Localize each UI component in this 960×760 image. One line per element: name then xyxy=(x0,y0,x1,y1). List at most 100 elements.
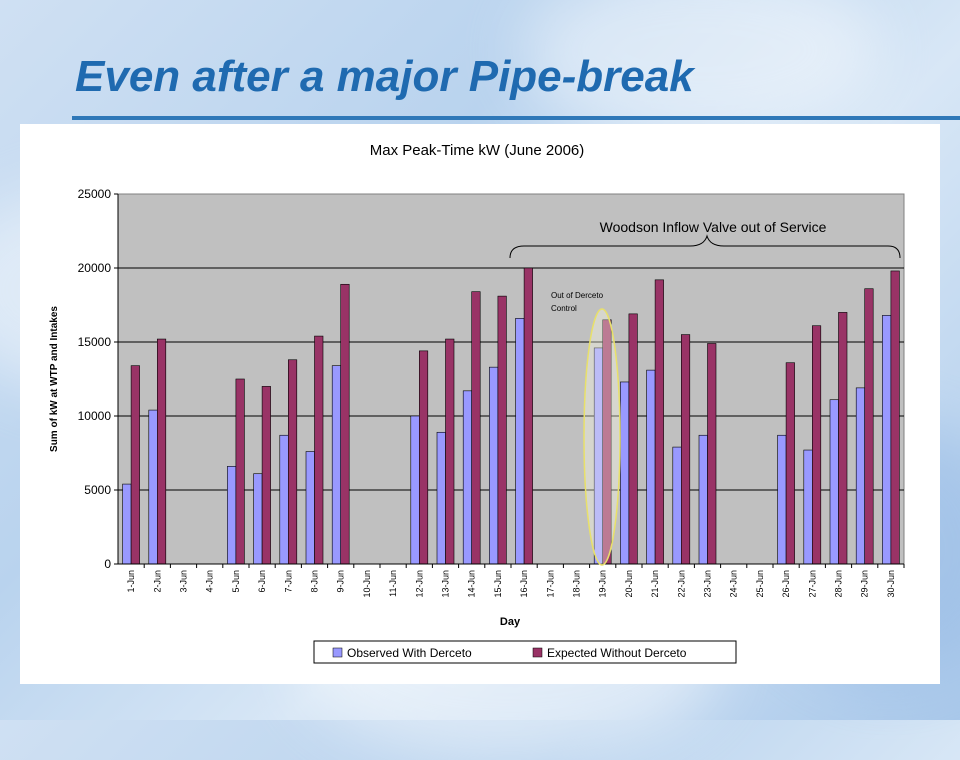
bar-observed xyxy=(489,366,499,565)
bar-observed xyxy=(279,434,289,565)
bar-observed xyxy=(855,387,866,565)
bar-observed xyxy=(122,483,132,565)
x-axis-ticks: 1-Jun 2-Jun 3-Jun 4-Jun 5-Jun 6-Jun 7-Jun 8-Jun… xyxy=(126,564,905,598)
bar-expected xyxy=(497,295,507,565)
x-tick-label: 28-Jun xyxy=(834,570,844,598)
gridlines xyxy=(118,267,904,491)
title-rule xyxy=(72,116,960,120)
y-tick-label: 5000 xyxy=(84,483,111,497)
x-tick-label: 2-Jun xyxy=(152,570,162,593)
x-tick-label: 19-Jun xyxy=(598,570,608,598)
bar-observed xyxy=(331,365,342,565)
legend-label-observed: Observed With Derceto xyxy=(347,646,472,660)
bar-expected xyxy=(157,338,167,565)
bar-observed xyxy=(305,451,315,565)
x-tick-label: 21-Jun xyxy=(650,570,660,598)
legend-label-expected: Expected Without Derceto xyxy=(547,646,687,660)
x-tick-label: 20-Jun xyxy=(624,570,634,598)
bar-expected xyxy=(287,359,298,565)
bar-expected xyxy=(471,291,481,565)
x-tick-label: 6-Jun xyxy=(257,570,267,593)
slide-title: Even after a major Pipe-break xyxy=(75,52,694,101)
bar-expected xyxy=(707,343,717,565)
bar-expected xyxy=(890,270,900,565)
plot-area xyxy=(117,193,905,565)
bar-expected xyxy=(130,365,140,565)
bar-observed xyxy=(253,473,263,565)
bar-observed xyxy=(829,399,839,565)
annotation-line: Control xyxy=(551,304,577,313)
legend-swatch-expected xyxy=(532,647,543,658)
x-tick-label: 13-Jun xyxy=(441,570,451,598)
out-of-control-highlight xyxy=(583,308,621,566)
bar-observed xyxy=(646,369,656,565)
chart: 0 5000 10000 15000 20000 25000 1-Jun 2-Jun 3-Ju… xyxy=(49,142,905,664)
bar-observed xyxy=(882,315,892,565)
x-tick-label: 11-Jun xyxy=(388,570,398,597)
x-tick-label: 9-Jun xyxy=(336,570,346,593)
y-tick-label: 15000 xyxy=(78,335,112,349)
x-tick-label: 3-Jun xyxy=(179,570,189,593)
y-axis-label: Sum of kW at WTP and Intakes xyxy=(49,306,60,452)
x-tick-label: 22-Jun xyxy=(676,570,686,598)
x-tick-label: 26-Jun xyxy=(781,570,791,598)
x-tick-label: 7-Jun xyxy=(283,570,293,593)
legend-swatch-observed xyxy=(332,647,343,658)
x-tick-label: 29-Jun xyxy=(860,570,870,598)
bar-observed xyxy=(410,415,420,565)
bar-expected xyxy=(838,312,848,565)
bar-expected xyxy=(785,362,795,565)
bar-expected xyxy=(628,313,638,565)
bar-observed xyxy=(698,434,708,565)
x-axis-label: Day xyxy=(500,616,521,628)
legend: Observed With Derceto Expected Without D… xyxy=(313,640,737,664)
legend-box xyxy=(313,640,737,664)
annotation-out-of-control: Out of Derceto Control xyxy=(551,291,604,313)
annotation-line: Out of Derceto xyxy=(551,291,604,300)
x-tick-label: 25-Jun xyxy=(755,570,765,598)
bar-expected xyxy=(445,338,455,565)
bar-observed xyxy=(227,466,237,565)
chart-title: Max Peak-Time kW (June 2006) xyxy=(370,142,585,159)
bar-expected xyxy=(418,350,429,565)
x-tick-label: 15-Jun xyxy=(493,570,503,598)
bar-expected xyxy=(680,334,691,565)
bar-expected xyxy=(864,288,874,565)
bar-observed xyxy=(436,431,446,565)
y-tick-label: 0 xyxy=(104,557,111,571)
x-tick-label: 12-Jun xyxy=(414,570,424,598)
x-tick-label: 16-Jun xyxy=(519,570,529,598)
x-tick-label: 10-Jun xyxy=(362,570,372,598)
annotation-service: Woodson Inflow Valve out of Service xyxy=(600,219,827,235)
x-tick-label: 1-Jun xyxy=(126,570,136,593)
bar-expected xyxy=(261,386,271,565)
x-tick-label: 18-Jun xyxy=(572,570,582,598)
bars xyxy=(122,267,900,565)
bar-observed xyxy=(620,381,630,565)
x-tick-label: 17-Jun xyxy=(545,570,555,598)
x-tick-label: 8-Jun xyxy=(310,570,320,593)
bar-observed xyxy=(777,434,787,565)
bar-observed xyxy=(803,449,813,565)
y-tick-label: 25000 xyxy=(78,187,112,201)
y-axis-ticks: 0 5000 10000 15000 20000 25000 xyxy=(78,187,118,571)
bar-observed xyxy=(148,409,158,565)
bar-expected xyxy=(523,267,533,565)
bar-expected xyxy=(235,378,245,565)
x-tick-label: 5-Jun xyxy=(231,570,241,593)
bar-observed xyxy=(672,446,682,565)
bar-observed xyxy=(462,390,473,565)
bar-expected xyxy=(340,283,350,565)
x-tick-label: 27-Jun xyxy=(807,570,817,598)
x-tick-label: 24-Jun xyxy=(729,570,739,598)
x-tick-label: 4-Jun xyxy=(205,570,215,593)
x-tick-label: 30-Jun xyxy=(886,570,896,598)
bar-expected xyxy=(314,335,324,565)
bar-expected xyxy=(811,325,822,565)
service-brace xyxy=(509,234,901,259)
x-tick-label: 14-Jun xyxy=(467,570,477,598)
bar-expected xyxy=(654,279,664,565)
bar-observed xyxy=(515,318,525,565)
y-tick-label: 10000 xyxy=(78,409,112,423)
y-tick-label: 20000 xyxy=(78,261,112,275)
